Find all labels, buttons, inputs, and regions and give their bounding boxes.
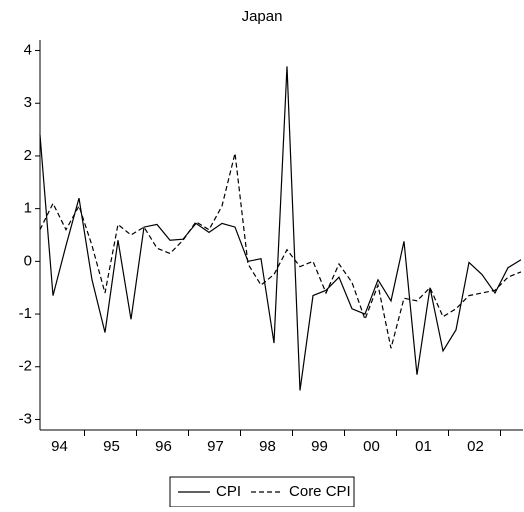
series-line bbox=[39, 153, 522, 349]
y-tick-label: 0 bbox=[24, 252, 32, 269]
x-tick-label: 98 bbox=[259, 438, 276, 455]
series-line bbox=[39, 66, 522, 391]
x-tick-label: 99 bbox=[311, 438, 328, 455]
chart-title: Japan bbox=[242, 8, 283, 25]
y-tick-label: 1 bbox=[24, 200, 32, 217]
x-tick-label: 94 bbox=[51, 438, 68, 455]
y-tick-label: 2 bbox=[24, 147, 32, 164]
y-tick-label: -2 bbox=[19, 358, 32, 375]
x-tick-label: 01 bbox=[415, 438, 432, 455]
y-tick-label: 4 bbox=[24, 42, 32, 59]
x-tick-label: 95 bbox=[103, 438, 120, 455]
legend-label: CPI bbox=[216, 483, 241, 500]
y-tick-label: -3 bbox=[19, 410, 32, 427]
x-tick-label: 97 bbox=[207, 438, 224, 455]
x-tick-label: 96 bbox=[155, 438, 172, 455]
x-tick-label: 02 bbox=[467, 438, 484, 455]
x-tick-label: 00 bbox=[363, 438, 380, 455]
legend-label: Core CPI bbox=[289, 483, 351, 500]
y-tick-label: 3 bbox=[24, 94, 32, 111]
y-tick-label: -1 bbox=[19, 305, 32, 322]
